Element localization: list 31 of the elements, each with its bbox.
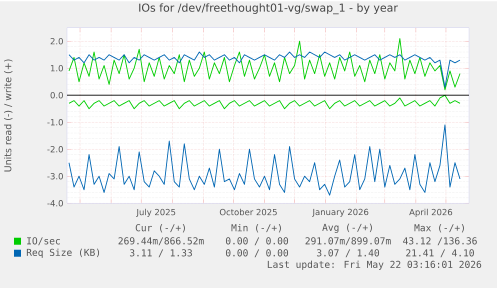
y-tick-label: -4.0 [47,200,63,206]
y-tick-label: 2.0 [50,38,63,44]
text: 269.44m/866.52m [118,237,204,246]
line-series [68,51,460,88]
line-series [68,38,460,90]
line-series [68,124,460,196]
y-axis-title: Units read (-) / write (+) [4,59,12,172]
text: Last update: Fri May 22 03:16:01 2026 [268,260,482,270]
y-tick-label: -3.0 [47,172,63,180]
x-tick-label: July 2025 [136,208,176,217]
text: 0.00 / 0.00 [226,249,288,258]
text: 0.00 / 0.00 [226,237,288,246]
text: 3.07 / 1.40 [316,249,380,258]
y-tick-label: -1.0 [47,118,63,126]
text: 43.12 /136.36 [403,237,477,246]
text: 21.41 / 4.10 [406,249,474,258]
text: Max (-/+) [414,224,464,232]
text: Avg (-/+) [322,223,372,233]
legend-label: IO/sec [27,237,60,246]
x-tick-label: April 2026 [409,208,452,217]
x-tick-label: January 2026 [312,208,368,217]
chart-title: IOs for /dev/freethought01-vg/swap_1 - by year [139,3,398,14]
text: Min (-/+) [232,224,281,232]
text: 3.11 / 1.33 [130,249,192,258]
legend-label: Req Size (KB) [26,248,100,258]
y-tick-label: 1.0 [50,64,63,72]
y-tick-label: 0.0 [50,92,63,98]
text: Cur (-/+) [136,224,185,232]
x-tick-label: October 2025 [220,208,277,216]
y-tick-label: -2.0 [47,146,63,152]
text: 291.07m/899.07m [306,237,391,246]
